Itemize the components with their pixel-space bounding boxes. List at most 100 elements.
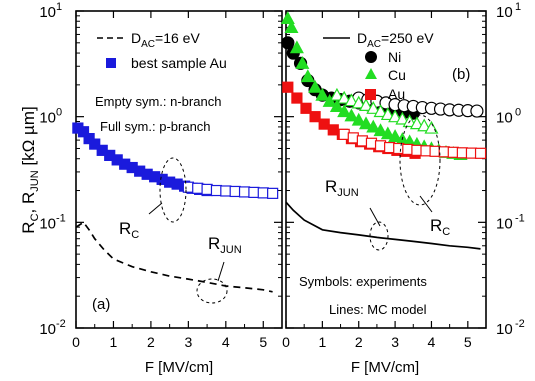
point-b-2-5 bbox=[308, 79, 323, 93]
series-line-b-6 bbox=[285, 201, 481, 250]
point-b-2-12 bbox=[358, 116, 374, 130]
point-b-3-13 bbox=[424, 120, 439, 134]
panel-b-x-label: F [MV/cm] bbox=[351, 359, 419, 376]
point-b-4-4 bbox=[318, 118, 330, 130]
point-b-2-15 bbox=[380, 126, 395, 140]
point-a-1-1 bbox=[192, 182, 204, 194]
panel-a-frame bbox=[75, 10, 283, 329]
panel-label-a: (a) bbox=[92, 296, 110, 313]
x-tick-label-b-0: 0 bbox=[282, 334, 290, 350]
x-tick-label-a-1: 1 bbox=[110, 334, 118, 350]
point-b-3-8 bbox=[388, 109, 403, 123]
legend-item-dac16: DAC=16 eV bbox=[131, 30, 200, 50]
point-b-4-0 bbox=[282, 81, 294, 93]
panel-b-series bbox=[280, 11, 487, 250]
point-a-1-4 bbox=[220, 185, 232, 197]
x-tick-label-a-3: 3 bbox=[184, 334, 192, 350]
series-line-a-2 bbox=[75, 221, 273, 293]
y-tick-label-a-2: 10 bbox=[39, 110, 56, 127]
rc-b-arrow bbox=[419, 195, 433, 213]
point-b-2-16 bbox=[388, 129, 403, 143]
panel-a-series bbox=[72, 122, 279, 293]
legend-ni-circle bbox=[365, 51, 377, 63]
point-b-4-1 bbox=[291, 92, 303, 104]
y-tick-exp-a-1: -1 bbox=[56, 212, 66, 224]
x-tick-label-b-1: 1 bbox=[318, 334, 326, 350]
point-b-0-0 bbox=[281, 36, 295, 50]
point-b-2-4 bbox=[300, 69, 315, 83]
y-tick-exp-b-0: -2 bbox=[515, 318, 525, 330]
annotation-rjun-b: RJUN bbox=[325, 177, 359, 199]
point-b-3-2 bbox=[344, 93, 359, 107]
rjun-b-ellipse bbox=[369, 221, 389, 251]
point-b-3-7 bbox=[380, 107, 395, 121]
rc-ellipse bbox=[159, 157, 187, 223]
legend-item-dac250: DAC=250 eV bbox=[357, 30, 434, 50]
legend-item-cu: Cu bbox=[388, 67, 406, 83]
point-b-2-1 bbox=[284, 20, 299, 33]
legend-filled-square bbox=[106, 58, 116, 68]
point-b-2-3 bbox=[295, 56, 310, 69]
note-full-sym: Full sym.: p-branch bbox=[100, 119, 211, 134]
point-b-3-4 bbox=[358, 98, 374, 111]
rjun-ellipse bbox=[196, 278, 228, 304]
annotation-rjun: RJUN bbox=[208, 234, 242, 256]
note-lines: Lines: MC model bbox=[329, 302, 427, 317]
point-b-3-1 bbox=[337, 90, 352, 104]
point-b-3-12 bbox=[417, 118, 432, 132]
rjun-b-arrow bbox=[369, 207, 381, 227]
y-tick-label-b-1: 10 bbox=[496, 215, 513, 232]
y-axis-label: RC, RJUN [kΩ µm] bbox=[19, 106, 41, 233]
point-a-1-8 bbox=[257, 187, 269, 199]
point-b-2-14 bbox=[373, 123, 388, 137]
y-tick-exp-b-3: 1 bbox=[515, 1, 521, 13]
legend-item-best-sample: best sample Au bbox=[131, 55, 227, 71]
point-b-3-0 bbox=[329, 87, 344, 101]
x-tick-label-a-2: 2 bbox=[147, 334, 155, 350]
y-tick-exp-b-2: 0 bbox=[515, 107, 521, 119]
point-a-0-1 bbox=[77, 126, 90, 138]
point-b-5-15 bbox=[474, 147, 487, 159]
rjun-arrow bbox=[217, 261, 225, 282]
point-a-0-3 bbox=[89, 138, 101, 150]
y-tick-exp-a-3: 1 bbox=[56, 1, 62, 13]
panel-b-frame bbox=[285, 10, 487, 329]
point-a-1-2 bbox=[201, 183, 213, 195]
y-tick-label-a-3: 10 bbox=[39, 4, 56, 21]
point-b-4-2 bbox=[300, 102, 312, 114]
x-tick-label-a-4: 4 bbox=[222, 334, 230, 350]
y-tick-label-a-0: 10 bbox=[39, 321, 56, 338]
point-b-2-2 bbox=[289, 40, 304, 54]
rc-b-ellipse bbox=[399, 114, 441, 206]
point-b-3-6 bbox=[373, 104, 388, 118]
panel-label-b: (b) bbox=[452, 66, 470, 83]
point-b-2-13 bbox=[366, 119, 381, 133]
point-b-2-7 bbox=[322, 93, 337, 107]
y-tick-label-b-2: 10 bbox=[496, 110, 513, 127]
x-tick-label-b-3: 3 bbox=[391, 334, 399, 350]
annotation-rc-b: RC bbox=[430, 216, 450, 238]
legend-cu-triangle bbox=[365, 68, 377, 79]
x-tick-label-a-5: 5 bbox=[259, 334, 267, 350]
point-b-3-3 bbox=[351, 95, 366, 109]
point-a-1-9 bbox=[267, 187, 279, 199]
point-b-2-10 bbox=[344, 108, 359, 122]
y-tick-exp-a-0: -2 bbox=[56, 318, 66, 330]
annotation-rc: RC bbox=[119, 219, 139, 241]
point-b-2-0 bbox=[280, 11, 295, 25]
y-tick-label-b-0: 10 bbox=[496, 321, 513, 338]
point-b-4-3 bbox=[309, 111, 321, 123]
point-a-1-6 bbox=[238, 186, 251, 198]
panel-a-legend: DAC=16 eV best sample Au bbox=[97, 30, 227, 71]
note-symbols: Symbols: experiments bbox=[299, 274, 427, 289]
rc-arrow bbox=[148, 202, 163, 215]
x-tick-label-b-2: 2 bbox=[355, 334, 363, 350]
y-tick-exp-b-1: -1 bbox=[515, 212, 525, 224]
legend-item-au: Au bbox=[388, 86, 405, 102]
x-tick-label-b-5: 5 bbox=[464, 334, 472, 350]
x-tick-label-b-4: 4 bbox=[428, 334, 436, 350]
panel-a-x-label: F [MV/cm] bbox=[145, 359, 213, 376]
